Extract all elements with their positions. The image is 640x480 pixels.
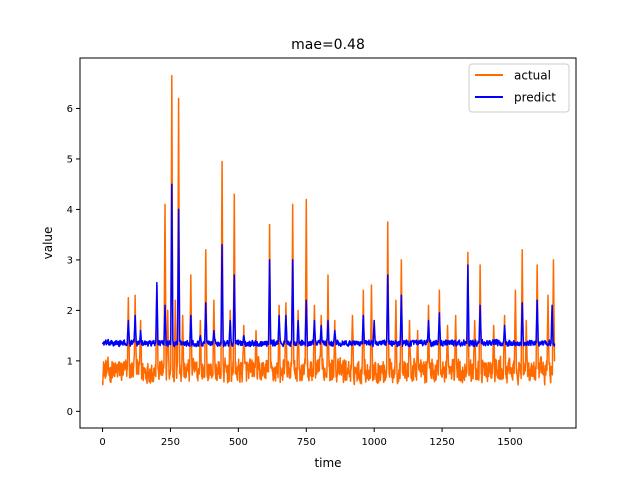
x-tick-label: 250: [161, 437, 180, 448]
y-tick-label: 2: [67, 306, 73, 317]
y-tick-label: 4: [67, 205, 73, 216]
legend-label-predict: predict: [514, 91, 556, 105]
x-axis: 0 250 500 750 1000 1250 1500: [99, 428, 523, 448]
x-tick-label: 1000: [361, 437, 386, 448]
legend-label-actual: actual: [514, 69, 551, 83]
y-tick-label: 5: [67, 154, 73, 165]
x-tick-label: 0: [99, 437, 105, 448]
y-axis: 0 1 2 3 4 5 6: [67, 104, 80, 418]
y-tick-label: 6: [67, 104, 73, 115]
x-tick-label: 1250: [429, 437, 454, 448]
y-tick-label: 3: [67, 255, 73, 266]
legend: actual predict: [468, 63, 570, 113]
x-tick-label: 1500: [497, 437, 522, 448]
y-tick-label: 0: [67, 407, 73, 418]
series-line-predict: [101, 183, 556, 348]
y-tick-label: 1: [67, 356, 73, 367]
x-axis-label: time: [314, 456, 341, 470]
chart-title: mae=0.48: [291, 37, 365, 53]
plot-frame: [79, 57, 577, 429]
x-tick-label: 750: [297, 437, 316, 448]
x-tick-label: 500: [229, 437, 248, 448]
y-axis-label: value: [41, 227, 55, 260]
plot-lines: [101, 74, 556, 386]
